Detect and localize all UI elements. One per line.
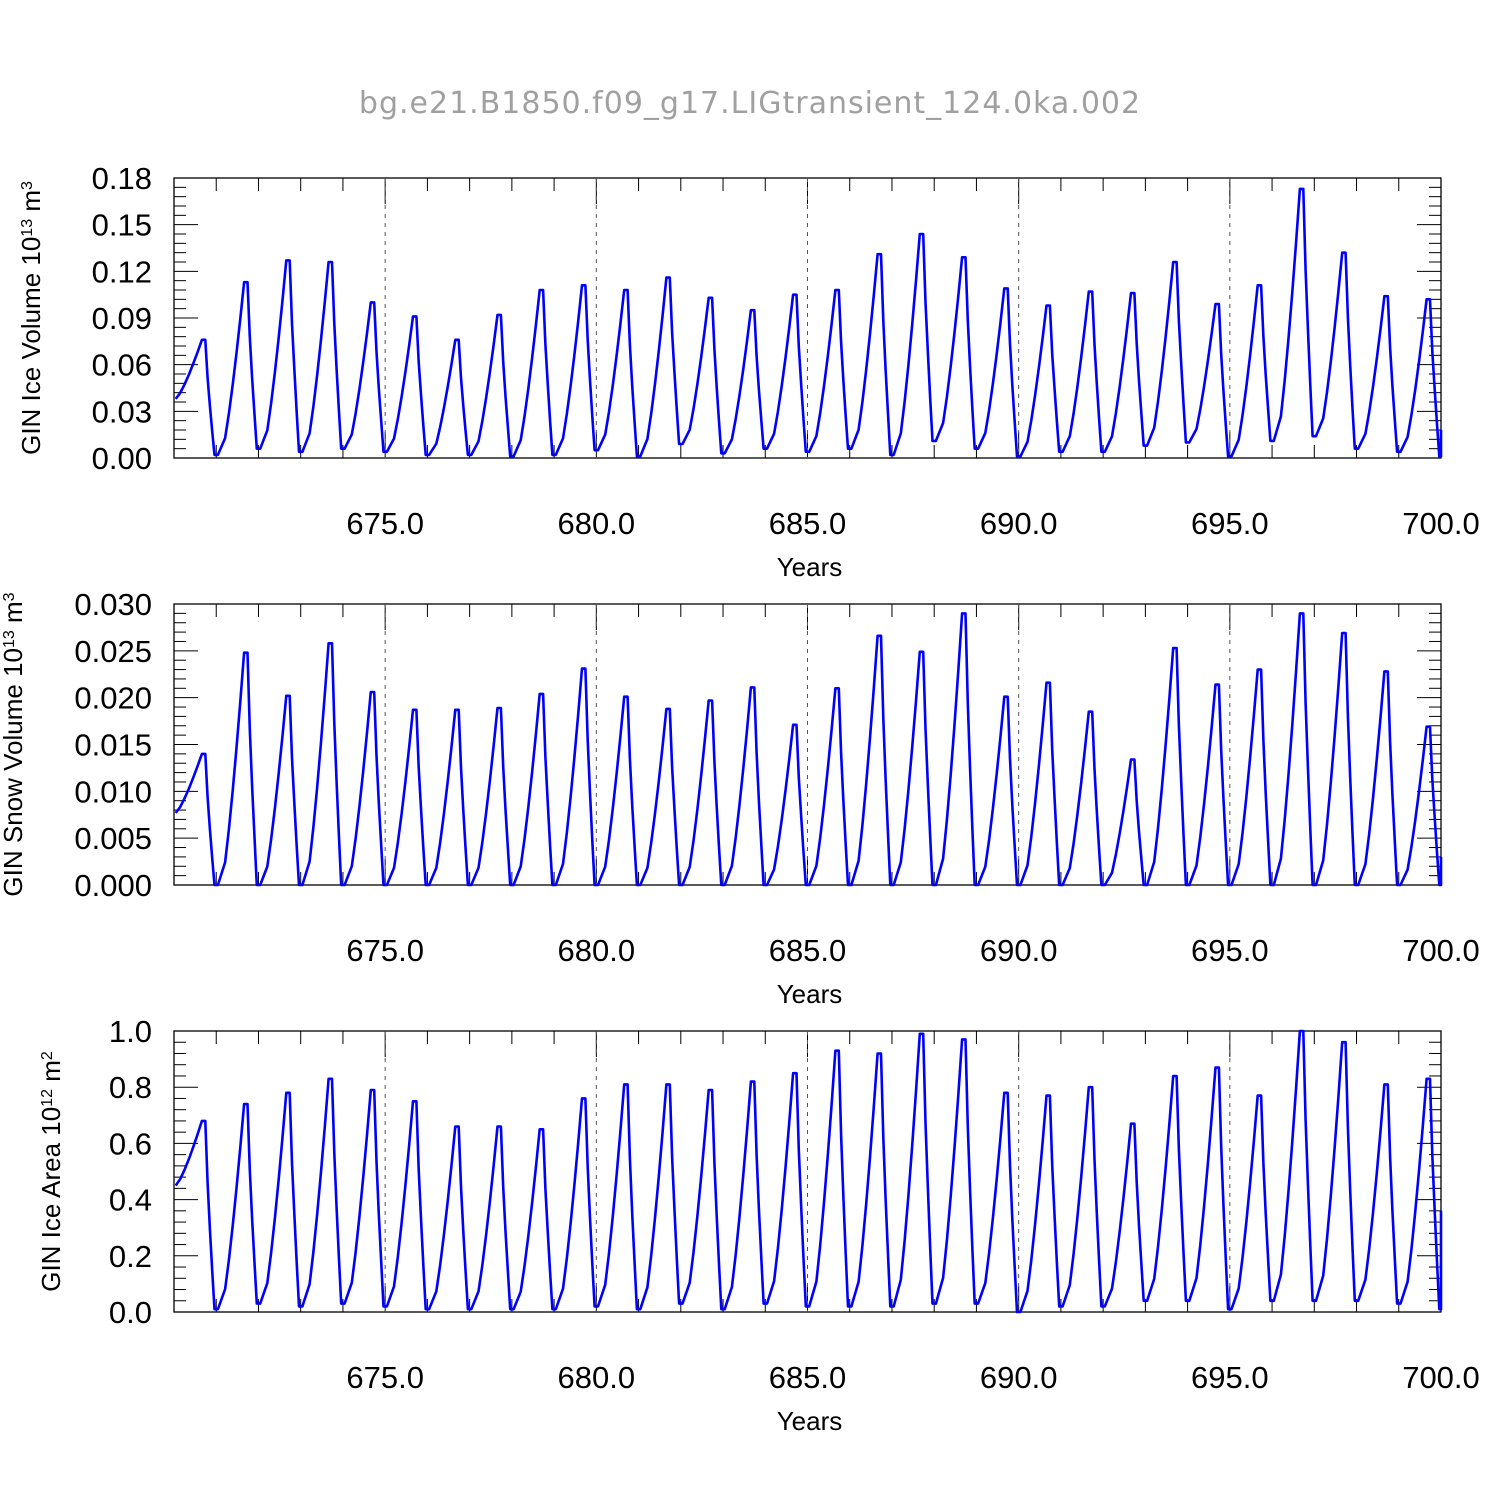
y-tick-label: 0.4 xyxy=(109,1183,152,1218)
y-axis-title-part: GIN Ice Area 10 xyxy=(36,1107,66,1292)
y-axis-title-superscript: 2 xyxy=(39,1051,56,1060)
y-tick-label: 0.8 xyxy=(109,1070,152,1105)
x-tick-label: 700.0 xyxy=(1402,1360,1480,1395)
y-tick-label: 0.09 xyxy=(92,301,152,336)
y-tick-label: 0.030 xyxy=(74,587,152,622)
y-axis-title-superscript: 3 xyxy=(19,181,36,190)
y-axis-title: GIN Ice Area 1012 m2 xyxy=(36,1051,66,1292)
series-line xyxy=(174,612,1443,887)
x-axis-title: Years xyxy=(777,1406,843,1436)
y-axis-title-part: GIN Ice Volume 10 xyxy=(16,237,46,455)
y-tick-label: 0.005 xyxy=(74,821,152,856)
x-tick-label: 695.0 xyxy=(1191,506,1269,541)
x-tick-label: 675.0 xyxy=(346,506,424,541)
y-tick-label: 0.12 xyxy=(92,254,152,289)
y-axis-title: GIN Ice Volume 1013 m3 xyxy=(16,181,46,455)
y-axis-title-superscript: 13 xyxy=(19,219,36,237)
y-tick-label: 0.0 xyxy=(109,1295,152,1330)
y-tick-label: 0.03 xyxy=(92,394,152,429)
x-tick-label: 700.0 xyxy=(1402,933,1480,968)
y-tick-label: 0.18 xyxy=(92,161,152,196)
x-tick-label: 690.0 xyxy=(980,933,1058,968)
x-tick-label: 675.0 xyxy=(346,1360,424,1395)
x-tick-label: 680.0 xyxy=(558,506,636,541)
y-tick-label: 0.025 xyxy=(74,634,152,669)
y-axis-title-superscript: 3 xyxy=(1,592,18,601)
y-axis-title-part: m xyxy=(0,601,28,630)
panel-3: 0.0 0.2 0.4 0.6 0.8 1.0 675.0 680.0 685.0 690.0 69… xyxy=(36,1014,1480,1436)
x-axis-title: Years xyxy=(777,552,843,582)
series-line xyxy=(174,187,1443,458)
panel-1: 0.00 0.03 0.06 0.09 0.12 0.15 0.18 675.0 680.0 68… xyxy=(16,161,1480,582)
y-tick-label: 0.010 xyxy=(74,774,152,809)
x-tick-label: 695.0 xyxy=(1191,933,1269,968)
y-tick-label: 0.2 xyxy=(109,1239,152,1274)
x-tick-label: 690.0 xyxy=(980,1360,1058,1395)
y-tick-label: 0.15 xyxy=(92,208,152,243)
y-tick-label: 0.000 xyxy=(74,868,152,903)
x-tick-label: 685.0 xyxy=(769,1360,847,1395)
y-tick-label: 0.00 xyxy=(92,441,152,476)
x-tick-label: 690.0 xyxy=(980,506,1058,541)
y-tick-label: 0.015 xyxy=(74,728,152,763)
x-axis-title: Years xyxy=(777,979,843,1009)
x-tick-label: 685.0 xyxy=(769,506,847,541)
y-axis-title: GIN Snow Volume 1013 m3 xyxy=(0,592,28,896)
y-tick-label: 0.6 xyxy=(109,1126,152,1161)
x-tick-label: 680.0 xyxy=(558,1360,636,1395)
y-axis-title-part: m xyxy=(16,190,46,219)
x-tick-label: 685.0 xyxy=(769,933,847,968)
panel-2: 0.000 0.005 0.010 0.015 0.020 0.025 0.030 675.0… xyxy=(0,587,1480,1009)
y-axis-title-superscript: 12 xyxy=(39,1089,56,1107)
y-tick-label: 1.0 xyxy=(109,1014,152,1049)
y-axis-title-part: GIN Snow Volume 10 xyxy=(0,648,28,897)
x-tick-label: 700.0 xyxy=(1402,506,1480,541)
chart-title: bg.e21.B1850.f09_g17.LIGtransient_124.0k… xyxy=(358,86,1142,121)
x-tick-label: 675.0 xyxy=(346,933,424,968)
y-tick-label: 0.020 xyxy=(74,681,152,716)
x-tick-label: 680.0 xyxy=(558,933,636,968)
series-line xyxy=(174,1029,1443,1314)
y-axis-title-superscript: 13 xyxy=(1,630,18,648)
x-tick-label: 695.0 xyxy=(1191,1360,1269,1395)
y-tick-label: 0.06 xyxy=(92,348,152,383)
y-axis-title-part: m xyxy=(36,1060,66,1089)
